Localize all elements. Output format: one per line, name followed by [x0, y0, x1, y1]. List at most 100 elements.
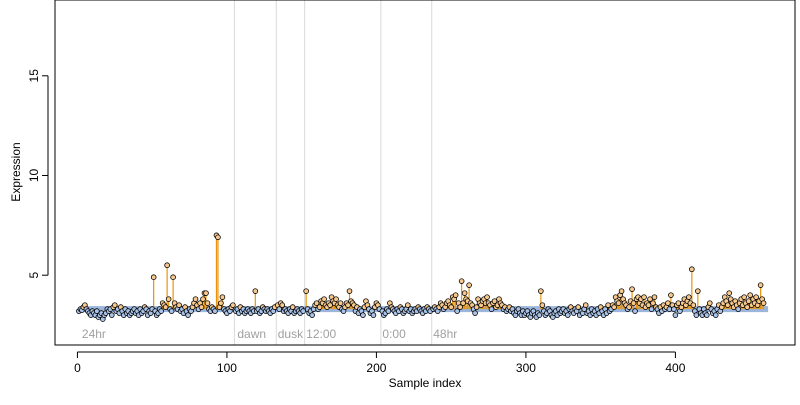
data-point-408: [693, 312, 700, 318]
y-tick-label-1: 10: [27, 168, 41, 182]
data-point-363: [626, 304, 632, 310]
data-point-453: [760, 300, 767, 306]
data-point-268: [484, 294, 490, 300]
data-point-366: [630, 300, 637, 306]
data-point-83: [200, 296, 206, 302]
data-point-178: [346, 288, 353, 294]
data-point-141: [289, 304, 296, 310]
data-point-73: [185, 312, 191, 318]
data-point-85: [203, 290, 209, 296]
x-tick-label-3: 300: [516, 361, 536, 375]
data-point-356: [615, 300, 622, 306]
region-label-5: 48hr: [433, 327, 457, 341]
data-point-365: [629, 286, 635, 292]
data-point-82: [198, 304, 205, 310]
data-point-117: [252, 288, 259, 294]
data-point-93: [215, 234, 221, 241]
data-point-329: [575, 304, 582, 310]
data-point-203: [385, 308, 392, 314]
data-point-149: [303, 288, 309, 294]
data-point-436: [735, 306, 741, 312]
plot-frame: [54, 0, 796, 346]
data-point-22: [109, 312, 115, 318]
data-point-161: [321, 296, 327, 302]
data-point-247: [452, 292, 459, 298]
data-point-421: [712, 312, 719, 318]
data-point-194: [370, 312, 377, 318]
data-point-443: [745, 298, 752, 304]
data-point-91: [212, 308, 218, 314]
data-point-417: [706, 300, 713, 306]
data-point-261: [473, 304, 480, 310]
data-point-60: [165, 296, 172, 302]
data-point-394: [672, 312, 679, 318]
data-point-253: [461, 290, 468, 296]
data-point-132: [276, 306, 283, 312]
data-point-187: [360, 312, 366, 318]
region-label-layer: 24hr dawn dusk 12:00 0:00 48hr: [82, 327, 457, 341]
region-label-2: dusk: [278, 327, 304, 341]
data-point-367: [632, 308, 638, 314]
x-tick-label-1: 100: [217, 361, 237, 375]
data-point-415: [703, 312, 710, 318]
data-point-389: [665, 300, 671, 306]
stem-layer: [82, 235, 765, 310]
data-point-409: [695, 288, 701, 294]
data-point-406: [690, 302, 697, 308]
data-point-303: [536, 312, 543, 318]
data-point-273: [491, 298, 498, 304]
data-point-304: [538, 288, 544, 294]
data-point-153: [309, 312, 315, 318]
data-point-380: [651, 294, 658, 300]
data-point-440: [741, 294, 747, 300]
data-point-24: [111, 302, 118, 308]
x-tick-label-4: 400: [665, 361, 685, 375]
data-point-59: [164, 262, 170, 269]
data-point-96: [219, 294, 226, 300]
data-point-430: [726, 290, 733, 296]
data-point-62: [168, 308, 175, 314]
data-point-444: [747, 292, 753, 298]
region-label-1: dawn: [237, 327, 266, 341]
data-point-305: [539, 302, 546, 308]
data-point-353: [611, 304, 617, 310]
y-axis-label: Expression: [9, 142, 23, 201]
data-point-216: [405, 302, 411, 308]
data-point-451: [757, 282, 764, 288]
x-axis-label: Sample index: [389, 376, 462, 390]
data-point-172: [337, 300, 344, 306]
region-label-0: 24hr: [82, 327, 106, 341]
data-point-322: [564, 312, 571, 318]
data-point-63: [170, 274, 176, 280]
data-point-148: [300, 308, 306, 314]
data-point-250: [457, 304, 463, 310]
data-point-58: [162, 304, 169, 310]
data-point-12: [94, 308, 100, 314]
data-point-391: [668, 292, 674, 298]
data-point-67: [176, 302, 182, 308]
data-point-379: [650, 300, 656, 306]
data-point-158: [316, 304, 323, 310]
data-point-376: [645, 302, 652, 308]
y-tick-label-0: 5: [27, 272, 41, 279]
data-point-156: [313, 300, 320, 306]
data-point-256: [466, 282, 472, 288]
data-point-50: [150, 274, 157, 280]
data-point-358: [618, 288, 625, 294]
x-tick-label-0: 0: [74, 361, 81, 375]
data-point-252: [460, 300, 466, 306]
data-point-78: [192, 296, 199, 302]
data-point-165: [327, 302, 333, 308]
data-point-177: [345, 302, 351, 308]
data-point-248: [454, 308, 460, 314]
data-point-55: [158, 308, 164, 314]
region-label-3: 12:00: [306, 327, 336, 341]
data-point-86: [204, 300, 211, 306]
data-point-334: [582, 302, 589, 308]
data-point-251: [458, 278, 465, 284]
axis-layer: 0 100 200 300 400 5 10 15: [27, 69, 686, 375]
data-point-393: [671, 306, 677, 312]
data-point-260: [472, 310, 478, 316]
